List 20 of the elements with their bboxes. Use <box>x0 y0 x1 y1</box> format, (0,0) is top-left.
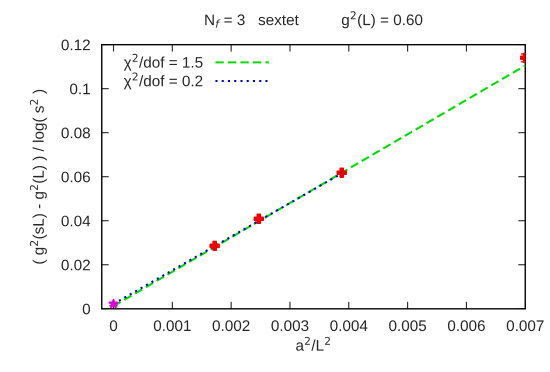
y-tick-label: 0.12 <box>62 40 90 50</box>
x-tick-label: 0.006 <box>448 320 485 332</box>
y-tick-label: 0.02 <box>62 260 90 270</box>
y-tick-label: 0.06 <box>62 172 90 182</box>
x-tick-label: 0.007 <box>506 320 544 332</box>
x-tick-label: 0.005 <box>389 320 426 332</box>
x-tick-label: 0 <box>110 320 118 332</box>
x-tick-label: 0.003 <box>271 320 308 332</box>
x-tick-label: 0.001 <box>154 320 191 332</box>
x-tick-label: 0.002 <box>212 320 250 332</box>
x-tick-label: 0.004 <box>330 320 368 332</box>
y-tick-label: 0.08 <box>62 128 90 138</box>
chart-title: N$_{f}$ = 3 sextet g$^{2}$(L) = 0.60 <box>205 11 422 28</box>
y-tick-label: 0 <box>82 304 90 314</box>
y-tick-label: 0.04 <box>62 216 90 226</box>
legend-label: χ$^{2}$/dof = 1.5 <box>124 54 202 71</box>
legend-label: χ$^{2}$/dof = 0.2 <box>124 72 202 90</box>
y-tick-label: 0.1 <box>70 84 90 94</box>
x-axis-title: a$^{2}$/L$^{2}$ <box>296 336 330 351</box>
y-axis-title: ( g$^{2}$(sL) - g$^{2}$(L) ) / log( s$^{2}$ ) <box>30 90 47 264</box>
